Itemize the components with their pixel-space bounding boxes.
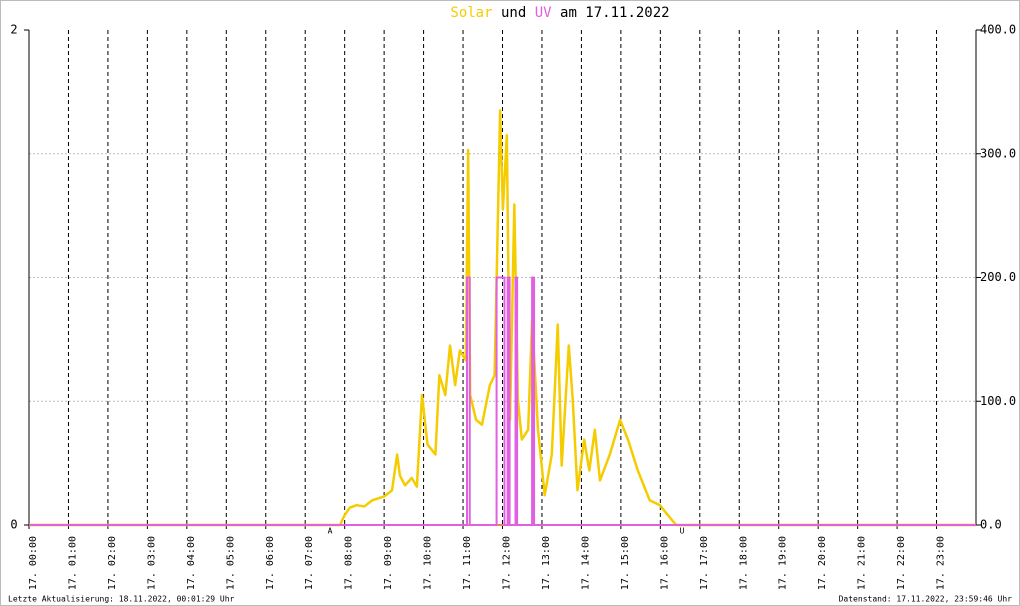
y2-tick-label: 100.0 [980,394,1016,408]
x-tick-label: 17. 10:00 [423,536,434,590]
x-tick-label: 17. 05:00 [225,536,236,590]
x-tick-label: 17. 23:00 [936,536,947,590]
x-tick-label: 17. 03:00 [146,536,157,590]
x-tick-label: 17. 08:00 [344,536,355,590]
y2-tick-label: 400.0 [980,23,1016,37]
x-tick-label: 17. 11:00 [462,536,473,590]
series-line [29,276,976,526]
x-tick-label: 17. 19:00 [778,536,789,590]
title-solar: Solar [450,5,492,21]
footer-right: Datenstand: 17.11.2022, 23:59:46 Uhr [839,595,1013,604]
x-tick-label: 17. 21:00 [857,536,868,590]
footer-left: Letzte Aktualisierung: 18.11.2022, 00:01… [8,595,235,604]
title-part: und [501,5,526,21]
annotation: U [680,527,685,536]
x-tick-label: 17. 07:00 [304,536,315,590]
y2-tick-label: 0.0 [980,518,1002,532]
y2-tick-label: 200.0 [980,270,1016,284]
y-tick-label: 2 [10,23,17,37]
x-tick-label: 17. 15:00 [620,536,631,590]
x-tick-label: 17. 04:00 [186,536,197,590]
x-tick-label: 17. 01:00 [67,536,78,590]
x-tick-label: 17. 13:00 [541,536,552,590]
x-tick-label: 17. 09:00 [383,536,394,590]
title-uv: UV [535,5,552,21]
x-tick-label: 17. 18:00 [738,536,749,590]
x-tick-label: 17. 22:00 [896,536,907,590]
x-tick-label: 17. 17:00 [699,536,710,590]
x-tick-label: 17. 14:00 [580,536,591,590]
x-tick-label: 17. 16:00 [659,536,670,590]
x-tick-label: 17. 20:00 [817,536,828,590]
title-part: am 17.11.2022 [560,5,670,21]
x-tick-label: 17. 00:00 [28,536,39,590]
y-tick-label: 0 [10,518,17,532]
x-tick-label: 17. 02:00 [107,536,118,590]
x-tick-label: 17. 12:00 [502,536,513,590]
x-tick-label: 17. 06:00 [265,536,276,590]
y2-tick-label: 300.0 [980,146,1016,160]
chart-title: Solar und UV am 17.11.2022 [450,5,669,21]
series-line [29,109,976,527]
annotation: A [328,527,333,536]
